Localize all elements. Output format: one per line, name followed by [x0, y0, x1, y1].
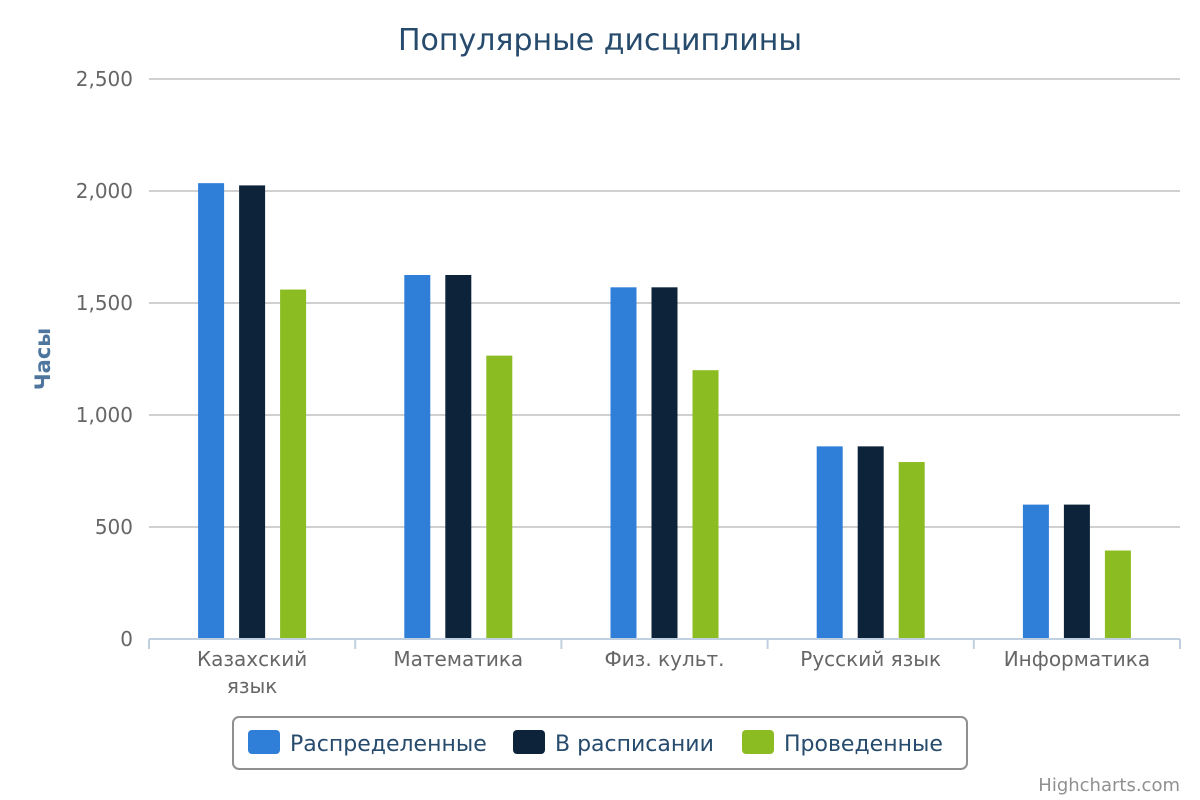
y-tick-label: 2,500	[76, 67, 133, 91]
legend-label: Распределенные	[290, 732, 487, 757]
legend-label: Проведенные	[784, 732, 943, 757]
bar[interactable]	[198, 183, 225, 639]
credits-link[interactable]: Highcharts.com	[1038, 775, 1180, 796]
legend[interactable]: Распределенные В расписании Проведенные	[232, 716, 968, 770]
legend-box	[232, 716, 968, 770]
bar[interactable]	[1022, 504, 1049, 639]
bar[interactable]	[486, 355, 513, 639]
legend-item[interactable]: В расписании	[513, 730, 714, 757]
bar[interactable]	[404, 275, 431, 639]
bar[interactable]	[1063, 504, 1090, 639]
y-axis-label: Часы	[31, 328, 55, 391]
x-tick-label: Информатика	[1004, 647, 1150, 671]
x-tick-label-line: Математика	[393, 647, 523, 671]
x-tick-label-line: Русский язык	[800, 647, 941, 671]
x-tick-label-line: Казахский	[197, 647, 307, 671]
bar[interactable]	[445, 275, 472, 639]
legend-item[interactable]: Проведенные	[742, 730, 943, 757]
y-tick-label: 2,000	[76, 179, 133, 203]
legend-swatch	[513, 730, 545, 754]
y-tick-label: 0	[120, 627, 133, 651]
x-tick-label: Русский язык	[800, 647, 941, 671]
x-tick-label: Математика	[393, 647, 523, 671]
y-tick-label: 1,500	[76, 291, 133, 315]
bar[interactable]	[816, 446, 843, 639]
x-tick-label-line: Физ. культ.	[604, 647, 724, 671]
bar[interactable]	[857, 446, 884, 639]
legend-item[interactable]: Распределенные	[248, 730, 487, 757]
x-tick-label-line: язык	[227, 674, 278, 698]
y-tick-label: 500	[95, 515, 133, 539]
x-axis	[148, 638, 1181, 649]
bar[interactable]	[610, 287, 637, 639]
bar[interactable]	[651, 287, 678, 639]
x-tick-label: Казахский язык	[197, 647, 307, 698]
bar[interactable]	[239, 185, 266, 639]
legend-swatch	[248, 730, 280, 754]
bars	[198, 183, 1131, 639]
y-axis-ticks: 0 500 1,000 1,500 2,000 2,500	[76, 67, 133, 651]
x-tick-label: Физ. культ.	[604, 647, 724, 671]
x-axis-ticks: Казахский язык Математика Физ. культ. Русски…	[197, 647, 1150, 698]
chart-title: Популярные дисциплины	[398, 23, 802, 58]
x-tick-label-line: Информатика	[1004, 647, 1150, 671]
legend-label: В расписании	[555, 732, 714, 757]
legend-swatch	[742, 730, 774, 754]
bar[interactable]	[1104, 550, 1131, 639]
y-tick-label: 1,000	[76, 403, 133, 427]
bar[interactable]	[898, 462, 925, 639]
bar[interactable]	[692, 370, 719, 639]
bar[interactable]	[280, 289, 307, 639]
